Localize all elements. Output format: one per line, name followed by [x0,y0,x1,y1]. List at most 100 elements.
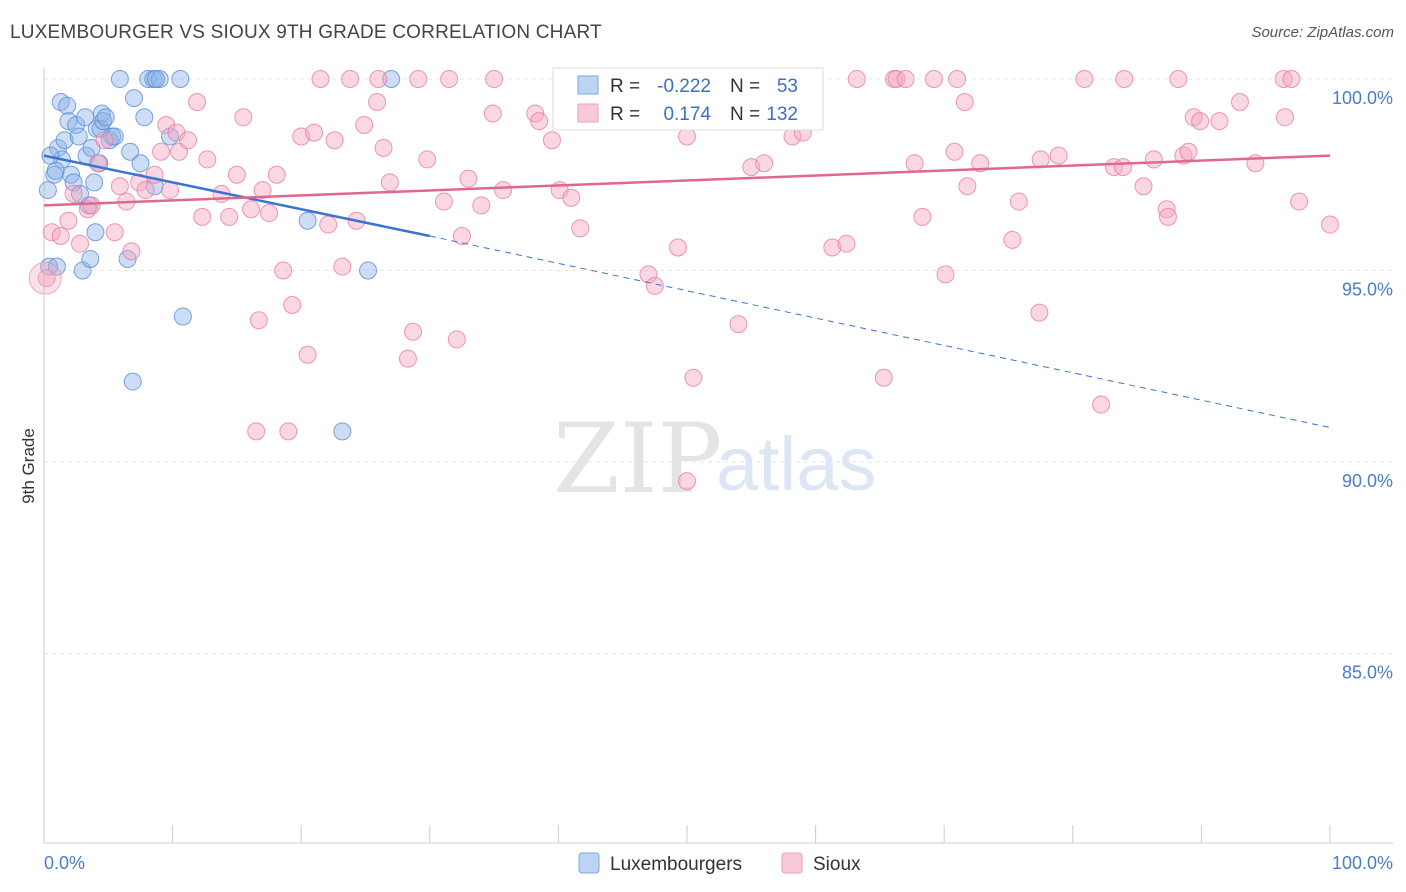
point-sioux [267,165,286,184]
point-luxembourgers [85,173,104,192]
point-sioux [837,234,856,253]
point-sioux [924,70,943,88]
point-sioux [247,422,266,441]
stats-r-label-2: R = [610,104,640,125]
trend-line-luxembourgers-extended [429,235,1331,429]
point-sioux [823,238,842,257]
point-sioux [398,349,417,368]
point-sioux [283,295,302,314]
point-sioux [1274,70,1293,88]
point-sioux [1030,303,1049,322]
point-sioux [1290,192,1309,211]
data-points [28,70,1339,491]
point-sioux [279,422,298,441]
point-luxembourgers [146,70,165,88]
stats-box: R = -0.222 N = 53 R = 0.174 N = 132 [552,67,824,131]
point-sioux [110,177,129,196]
point-sioux [896,70,915,88]
point-sioux [913,207,932,226]
point-sioux [874,368,893,387]
point-sioux-large [28,261,62,295]
point-sioux [472,196,491,215]
point-sioux [645,276,664,295]
stats-n-value-1: 53 [777,76,798,97]
point-sioux [82,196,101,215]
point-luxembourgers [81,250,100,269]
point-luxembourgers [105,127,124,146]
point-luxembourgers [76,108,95,127]
point-sioux [483,104,502,123]
point-luxembourgers [58,96,77,115]
gridlines: 100.0% 95.0% 90.0% 85.0% [44,78,1393,683]
point-sioux [369,70,388,88]
point-luxembourgers [46,161,65,180]
point-sioux [157,115,176,134]
point-sioux [179,131,198,150]
point-luxembourgers [333,422,352,441]
stats-r-value-1: -0.222 [657,76,711,97]
watermark-zip: ZIP [553,403,722,515]
point-luxembourgers [38,181,57,200]
point-sioux [355,115,374,134]
point-sioux [1157,200,1176,219]
trend-lines [43,154,1331,429]
point-luxembourgers [67,115,86,134]
point-luxembourgers [135,108,154,127]
legend-swatch-sioux [781,852,803,874]
point-sioux [105,223,124,242]
point-sioux [1113,158,1132,177]
point-sioux [130,173,149,192]
point-sioux [958,177,977,196]
point-sioux [188,92,207,111]
point-sioux [409,70,428,88]
point-sioux [1009,192,1028,211]
x-tick-label-max: 100.0% [1332,853,1393,873]
point-sioux [847,70,866,88]
chart-title: LUXEMBOURGER VS SIOUX 9TH GRADE CORRELAT… [10,22,602,43]
point-sioux [319,215,338,234]
point-sioux [71,234,90,253]
point-sioux [971,154,990,173]
x-tick-label-min: 0.0% [44,853,85,873]
legend-label-sioux: Sioux [813,854,861,875]
point-sioux [325,131,344,150]
point-sioux [298,345,317,364]
point-luxembourgers [359,261,378,280]
stats-n-label-1: N = [730,76,760,97]
trend-line-sioux [43,154,1331,207]
point-sioux [220,207,239,226]
legend: Luxembourgers Sioux [578,852,861,875]
point-sioux [562,188,581,207]
point-luxembourgers [298,211,317,230]
point-sioux [1191,112,1210,131]
point-sioux [227,165,246,184]
point-sioux [452,227,471,246]
point-sioux [260,204,279,223]
point-sioux [936,265,955,284]
point-sioux [1092,395,1111,414]
point-sioux [955,92,974,111]
point-luxembourgers [110,70,129,88]
point-luxembourgers [131,154,150,173]
point-sioux [530,112,549,131]
point-sioux [249,311,268,330]
point-sioux [1003,230,1022,249]
point-sioux [447,330,466,349]
stats-r-value-2: 0.174 [663,104,711,125]
point-sioux [1134,177,1153,196]
point-sioux [485,70,504,88]
stats-n-label-2: N = [730,104,760,125]
watermark-atlas: atlas [716,422,877,507]
point-luxembourgers [125,89,144,108]
point-sioux [274,261,293,280]
point-sioux [1210,112,1229,131]
y-tick-label: 95.0% [1342,280,1393,300]
point-sioux [152,142,171,161]
point-sioux [305,123,324,142]
point-luxembourgers [123,372,142,391]
point-sioux [571,219,590,238]
trend-line-luxembourgers [43,154,431,238]
source-credit: Source: ZipAtlas.com [1251,24,1394,41]
point-sioux [253,181,272,200]
